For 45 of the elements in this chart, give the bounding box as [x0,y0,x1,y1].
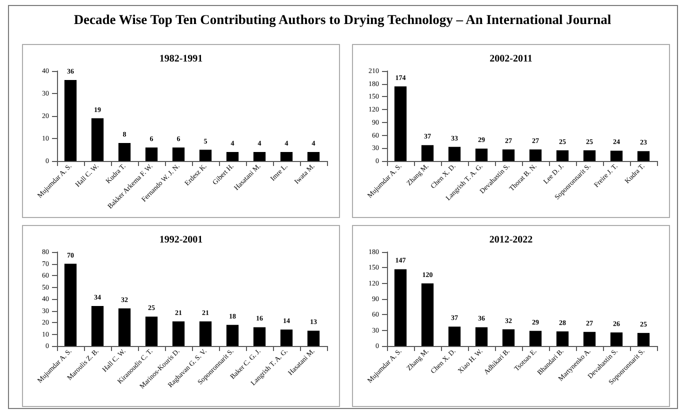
bar [145,316,158,346]
bar [64,264,77,346]
bar [172,148,185,161]
bar [253,327,266,346]
bar [280,152,293,161]
bar [610,150,623,161]
bar [529,149,542,161]
bar [556,150,569,161]
bar [475,327,488,346]
chart-title: 2002-2011 [490,54,532,64]
bar [226,152,239,161]
bar [502,329,515,346]
bar [637,151,650,161]
bar [145,148,158,161]
bar [226,324,239,346]
bar [448,146,461,161]
bar [307,152,320,161]
bar [556,331,569,346]
bar [199,150,212,161]
text: Decade Wise Top Ten Contributing Authors to Drying Technology – An International Journal [72,12,612,28]
bar [118,143,131,161]
bar [394,269,407,346]
bar [91,306,104,346]
bar [583,332,596,346]
bar [64,80,77,161]
chart-title: 1992-2001 [159,234,203,246]
bar [91,118,104,161]
bar [394,86,407,161]
bar [583,150,596,161]
bar [118,308,131,346]
bar [475,148,488,161]
chart-title: 1982-1991 [159,54,203,64]
bar [610,332,623,346]
bar [172,321,185,346]
bar [637,332,650,346]
bar [253,152,266,161]
bar [502,149,515,161]
bar [421,145,434,161]
bar [421,283,434,346]
bar [448,326,461,346]
bar [307,330,320,346]
bar [529,330,542,346]
bar [199,321,212,346]
bar [280,330,293,346]
chart-title: 2012-2022 [489,234,533,246]
